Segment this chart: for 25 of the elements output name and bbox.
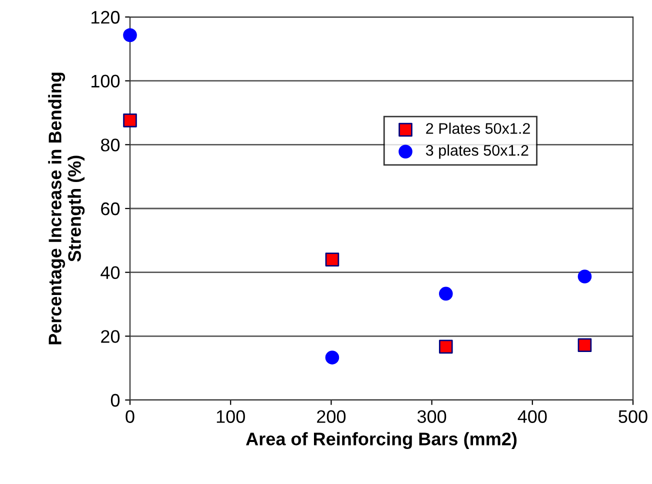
y-tick-label: 80	[100, 138, 120, 152]
x-tick-label: 400	[518, 410, 547, 423]
x-tick-label: 300	[417, 410, 446, 423]
point	[578, 270, 592, 284]
point	[123, 28, 137, 42]
x-tick-label: 0	[126, 410, 134, 423]
x-tick-label: 500	[618, 410, 648, 423]
y-tick-label: 60	[101, 202, 120, 216]
legend-label: 2 Plates 50x1.2	[426, 122, 530, 134]
x-tick-label: 100	[216, 410, 245, 423]
point	[325, 350, 340, 364]
y-tick-label: 20	[101, 330, 120, 343]
point	[578, 338, 592, 352]
point	[123, 114, 137, 128]
x-tick-label: 200	[317, 410, 346, 423]
y-tick-label: 100	[92, 74, 120, 88]
legend-label: 3 plates 50x1.2	[426, 144, 528, 159]
y-tick-label: 0	[110, 394, 120, 407]
point	[438, 340, 453, 354]
x-axis-title: Area of Reinforcing Bars (mm2)	[246, 432, 517, 450]
point	[325, 252, 340, 266]
y-tick-label: 120	[92, 10, 120, 24]
y-axis-title: Percentage Increase in Bending Strength (%)	[48, 72, 85, 344]
point	[438, 286, 453, 301]
y-tick-label: 40	[100, 266, 120, 280]
